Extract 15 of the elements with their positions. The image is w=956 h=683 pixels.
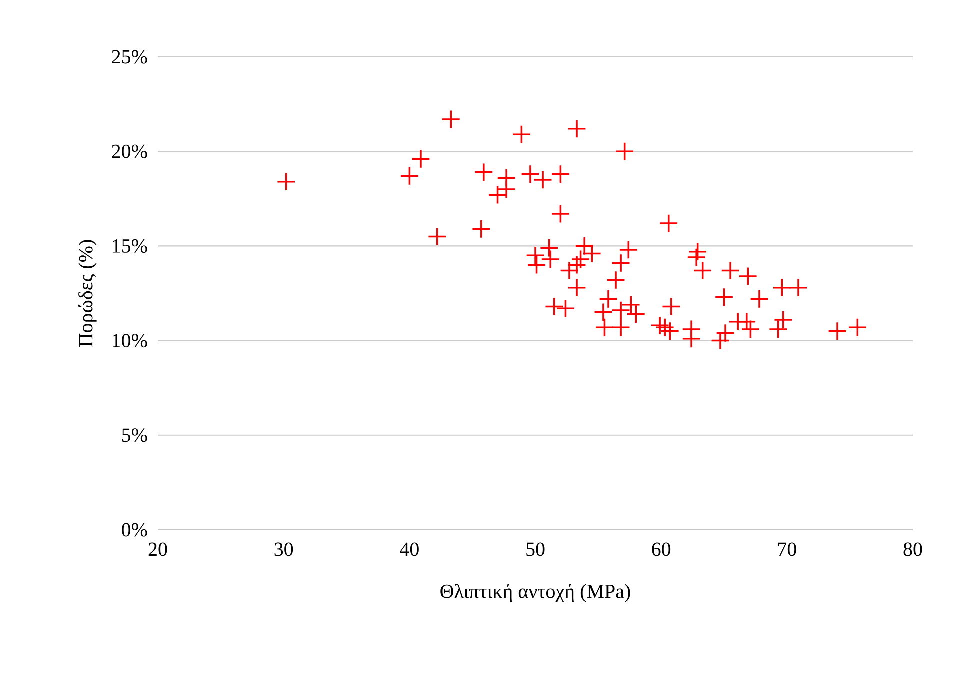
x-tick-label: 40 (400, 542, 419, 556)
y-tick-label: 20% (112, 144, 148, 158)
x-tick-label: 20 (148, 542, 168, 556)
x-tick-label: 60 (652, 542, 671, 556)
y-tick-label: 0% (122, 523, 148, 537)
y-tick-label: 25% (112, 50, 148, 64)
y-tick-label: 15% (113, 239, 148, 253)
y-axis-title: Πορώδες (%) (78, 240, 97, 348)
x-tick-label: 70 (778, 542, 796, 556)
x-tick-label: 30 (274, 542, 294, 556)
x-axis-title: Θλιπτική αντοχή (MPa) (440, 584, 630, 602)
y-tick-label: 10% (113, 334, 148, 348)
y-tick-label: 5% (122, 428, 148, 442)
x-tick-label: 80 (904, 542, 922, 556)
x-tick-label: 50 (526, 542, 545, 556)
